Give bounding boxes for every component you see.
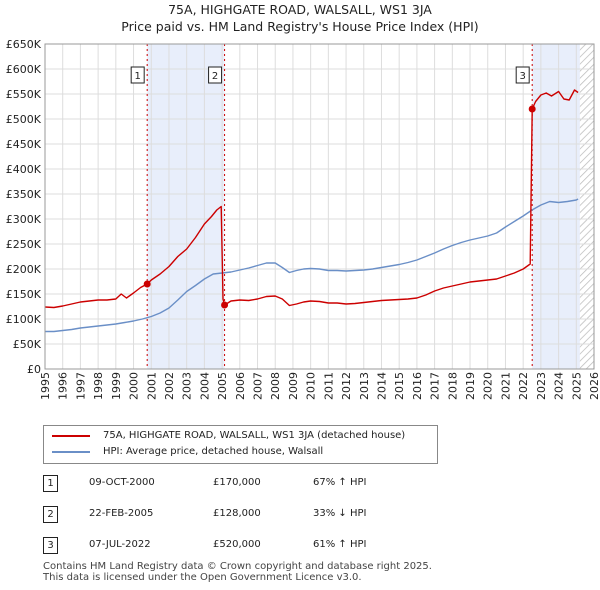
x-tick-label: 2002 [163, 372, 176, 400]
sale-marker-badge [515, 66, 530, 84]
x-tick-label: 2009 [287, 372, 300, 400]
transaction-hpi-change: 67% ↑ HPI [313, 477, 367, 488]
x-tick-label: 2024 [553, 372, 566, 400]
footer-license: This data is licensed under the Open Gov… [43, 572, 362, 583]
sale-point [143, 280, 151, 288]
x-tick-label: 2025 [570, 372, 583, 400]
x-tick-label: 2026 [588, 372, 600, 400]
ownership-period-shade [147, 44, 225, 369]
y-tick-label: £500K [6, 113, 42, 126]
x-tick-label: 1999 [110, 372, 123, 400]
chart-title: 75A, HIGHGATE ROAD, WALSALL, WS1 3JA [168, 2, 432, 17]
transaction-row: 1 09-OCT-2000 £170,000 67% ↑ HPI [0, 475, 600, 493]
x-tick-label: 2023 [535, 372, 548, 400]
plot-frame [44, 43, 595, 370]
y-tick-label: £400K [6, 163, 42, 176]
x-tick-label: 1997 [74, 372, 87, 400]
x-tick-label: 2012 [340, 372, 353, 400]
y-tick-label: £550K [6, 88, 42, 101]
x-tick-label: 2016 [411, 372, 424, 400]
transaction-price: £520,000 [213, 539, 261, 550]
transaction-hpi-change: 33% ↓ HPI [313, 508, 367, 519]
x-tick-label: 2020 [482, 372, 495, 400]
x-tick-label: 2001 [145, 372, 158, 400]
x-tick-label: 2021 [499, 372, 512, 400]
y-tick-label: £50K [13, 338, 42, 351]
transaction-id-badge: 2 [43, 506, 58, 523]
legend-item-property: 75A, HIGHGATE ROAD, WALSALL, WS1 3JA (de… [52, 429, 405, 443]
y-tick-label: £650K [6, 38, 42, 51]
sale-marker-badge [208, 66, 223, 84]
x-tick-label: 2000 [128, 372, 141, 400]
y-tick-label: £300K [6, 213, 42, 226]
y-tick-label: £250K [6, 238, 42, 251]
legend: 75A, HIGHGATE ROAD, WALSALL, WS1 3JA (de… [43, 425, 438, 464]
x-tick-label: 2006 [234, 372, 247, 400]
transaction-price: £128,000 [213, 508, 261, 519]
sale-marker-label: 1 [134, 71, 140, 82]
x-tick-label: 2014 [375, 372, 388, 400]
forecast-hatch [579, 44, 594, 369]
footer-copyright: Contains HM Land Registry data © Crown c… [43, 561, 432, 572]
x-tick-label: 2005 [216, 372, 229, 400]
x-tick-label: 2013 [358, 372, 371, 400]
x-tick-label: 2010 [305, 372, 318, 400]
legend-swatch-hpi [52, 451, 90, 453]
ownership-period-shade [532, 44, 580, 369]
x-tick-label: 2017 [429, 372, 442, 400]
sale-marker-label: 3 [520, 71, 526, 82]
chart-subtitle: Price paid vs. HM Land Registry's House … [121, 19, 479, 34]
x-tick-label: 1995 [39, 372, 52, 400]
hpi-line [45, 198, 579, 333]
transaction-row: 2 22-FEB-2005 £128,000 33% ↓ HPI [0, 506, 600, 524]
sale-point [221, 301, 229, 309]
property-price-line [44, 89, 579, 309]
transaction-id-badge: 1 [43, 475, 58, 492]
x-tick-label: 2018 [446, 372, 459, 400]
x-tick-label: 2003 [181, 372, 194, 400]
transaction-id-badge: 3 [43, 537, 58, 554]
legend-label-hpi: HPI: Average price, detached house, Wals… [103, 446, 324, 457]
y-tick-label: £450K [6, 138, 42, 151]
x-tick-label: 1996 [57, 372, 70, 400]
transaction-hpi-change: 61% ↑ HPI [313, 539, 367, 550]
legend-label-property: 75A, HIGHGATE ROAD, WALSALL, WS1 3JA (de… [103, 430, 406, 441]
transaction-date: 07-JUL-2022 [89, 539, 151, 550]
y-tick-label: £350K [6, 188, 42, 201]
y-tick-label: £150K [6, 288, 42, 301]
x-tick-label: 2015 [393, 372, 406, 400]
y-tick-label: £0 [27, 363, 41, 376]
y-tick-label: £100K [6, 313, 42, 326]
transaction-price: £170,000 [213, 477, 261, 488]
x-tick-label: 2007 [252, 372, 265, 400]
x-tick-label: 2008 [269, 372, 282, 400]
sale-marker-badge [130, 66, 145, 84]
x-tick-label: 2022 [517, 372, 530, 400]
x-tick-label: 1998 [92, 372, 105, 400]
x-tick-label: 2004 [198, 372, 211, 400]
x-tick-label: 2011 [322, 372, 335, 400]
transaction-date: 22-FEB-2005 [89, 508, 154, 519]
legend-item-hpi: HPI: Average price, detached house, Wals… [52, 445, 323, 459]
y-tick-label: £600K [6, 63, 42, 76]
y-tick-label: £200K [6, 263, 42, 276]
x-tick-label: 2019 [464, 372, 477, 400]
sale-marker-label: 2 [212, 71, 218, 82]
legend-swatch-property [52, 435, 90, 437]
price-chart: 1 2 3 £0 £50K £100K £150K £200K £250K £300K £350K… [6, 38, 600, 400]
transaction-row: 3 07-JUL-2022 £520,000 61% ↑ HPI [0, 537, 600, 555]
sale-point [528, 105, 536, 113]
transaction-date: 09-OCT-2000 [89, 477, 155, 488]
